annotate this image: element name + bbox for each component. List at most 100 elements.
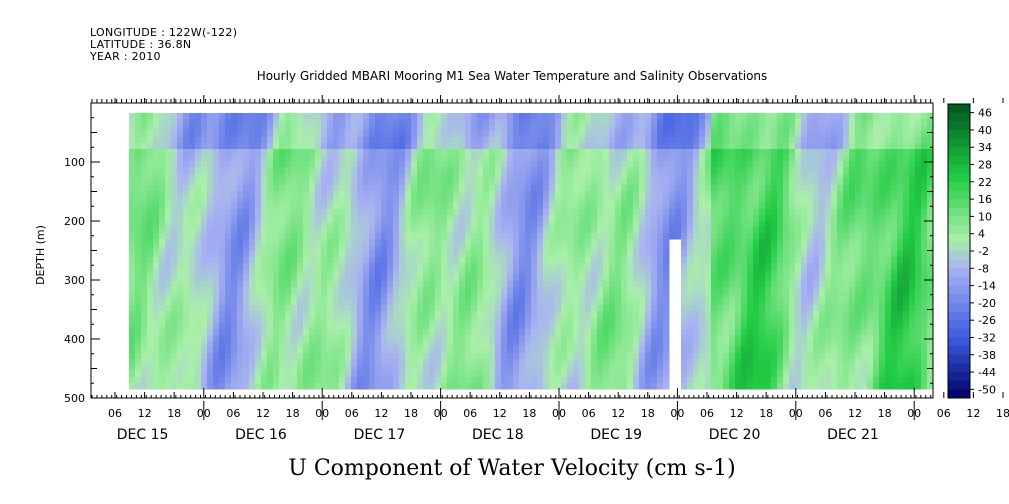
heatmap-cell <box>273 113 280 120</box>
heatmap-cell <box>633 155 640 162</box>
heatmap-cell <box>561 299 568 306</box>
heatmap-cell <box>399 245 406 252</box>
heatmap-cell <box>735 323 742 330</box>
heatmap-cell <box>267 131 274 138</box>
heatmap-cell <box>681 359 688 366</box>
heatmap-cell <box>471 209 478 216</box>
heatmap-cell <box>219 233 226 240</box>
heatmap-cell <box>201 197 208 204</box>
heatmap-cell <box>231 113 238 120</box>
heatmap-cell <box>741 185 748 192</box>
heatmap-cell <box>579 293 586 300</box>
heatmap-cell <box>705 341 712 348</box>
heatmap-cell <box>243 137 250 144</box>
heatmap-cell <box>423 275 430 282</box>
heatmap-cell <box>417 275 424 282</box>
heatmap-cell <box>609 329 616 336</box>
heatmap-cell <box>177 113 184 120</box>
heatmap-cell <box>309 143 316 150</box>
heatmap-cell <box>159 239 166 246</box>
heatmap-cell <box>291 155 298 162</box>
heatmap-cell <box>735 137 742 144</box>
heatmap-cell <box>177 137 184 144</box>
heatmap-cell <box>447 299 454 306</box>
heatmap-cell <box>333 287 340 294</box>
heatmap-cell <box>309 233 316 240</box>
heatmap-cell <box>459 239 466 246</box>
heatmap-cell <box>693 137 700 144</box>
heatmap-cell <box>243 341 250 348</box>
heatmap-cell <box>315 125 322 132</box>
heatmap-cell <box>747 233 754 240</box>
heatmap-cell <box>369 359 376 366</box>
heatmap-cell <box>501 293 508 300</box>
heatmap-cell <box>495 167 502 174</box>
heatmap-cell <box>777 239 784 246</box>
heatmap-cell <box>135 161 142 168</box>
heatmap-cell <box>633 287 640 294</box>
heatmap-cell <box>303 215 310 222</box>
heatmap-cell <box>465 353 472 360</box>
heatmap-cell <box>753 149 760 156</box>
heatmap-cell <box>561 281 568 288</box>
heatmap-cell <box>315 293 322 300</box>
heatmap-cell <box>537 179 544 186</box>
heatmap-cell <box>693 155 700 162</box>
heatmap-cell <box>735 221 742 228</box>
heatmap-cell <box>243 143 250 150</box>
heatmap-cell <box>261 377 268 384</box>
heatmap-cell <box>333 317 340 324</box>
heatmap-cell <box>153 371 160 378</box>
heatmap-cell <box>717 191 724 198</box>
heatmap-cell <box>459 215 466 222</box>
heatmap-cell <box>417 185 424 192</box>
heatmap-cell <box>387 209 394 216</box>
heatmap-cell <box>381 305 388 312</box>
heatmap-cell <box>681 293 688 300</box>
heatmap-cell <box>363 317 370 324</box>
heatmap-cell <box>621 215 628 222</box>
heatmap-cell <box>375 197 382 204</box>
heatmap-cell <box>621 299 628 306</box>
heatmap-cell <box>369 179 376 186</box>
heatmap-cell <box>723 323 730 330</box>
heatmap-cell <box>483 347 490 354</box>
heatmap-cell <box>369 353 376 360</box>
heatmap-cell <box>201 227 208 234</box>
heatmap-cell <box>669 227 676 234</box>
heatmap-cell <box>255 137 262 144</box>
heatmap-cell <box>507 257 514 264</box>
heatmap-cell <box>549 227 556 234</box>
heatmap-cell <box>663 263 670 270</box>
heatmap-cell <box>501 179 508 186</box>
heatmap-cell <box>183 209 190 216</box>
heatmap-cell <box>291 221 298 228</box>
heatmap-cell <box>135 299 142 306</box>
heatmap-cell <box>543 287 550 294</box>
heatmap-cell <box>321 143 328 150</box>
heatmap-cell <box>375 287 382 294</box>
heatmap-cell <box>345 359 352 366</box>
heatmap-cell <box>213 269 220 276</box>
heatmap-cell <box>207 377 214 384</box>
heatmap-cell <box>423 317 430 324</box>
heatmap-cell <box>453 221 460 228</box>
heatmap-cell <box>249 263 256 270</box>
heatmap-cell <box>501 119 508 126</box>
heatmap-cell <box>255 203 262 210</box>
heatmap-cell <box>561 233 568 240</box>
heatmap-cell <box>261 185 268 192</box>
heatmap-cell <box>699 251 706 258</box>
heatmap-cell <box>141 167 148 174</box>
heatmap-cell <box>615 215 622 222</box>
heatmap-cell <box>621 113 628 120</box>
heatmap-cell <box>747 293 754 300</box>
heatmap-cell <box>645 281 652 288</box>
heatmap-cell <box>573 113 580 120</box>
heatmap-cell <box>129 143 136 150</box>
heatmap-cell <box>189 185 196 192</box>
heatmap-cell <box>507 251 514 258</box>
heatmap-cell <box>147 257 154 264</box>
heatmap-cell <box>453 377 460 384</box>
heatmap-cell <box>759 215 766 222</box>
